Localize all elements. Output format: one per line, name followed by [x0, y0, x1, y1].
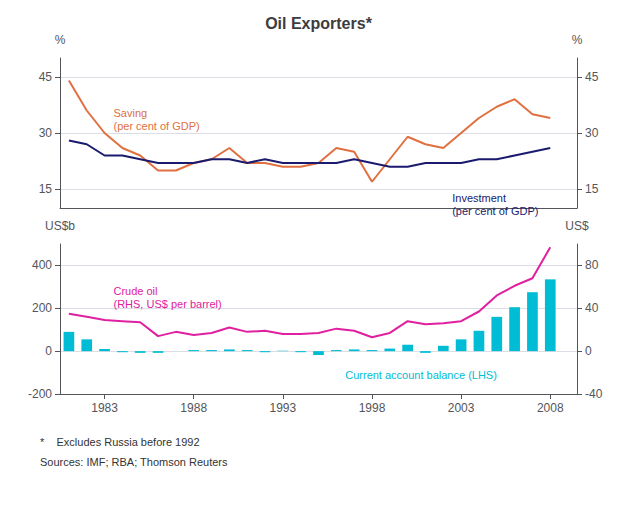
svg-text:(per cent of GDP): (per cent of GDP) [452, 205, 538, 217]
svg-text:1983: 1983 [91, 401, 118, 415]
svg-text:US$b: US$b [45, 219, 75, 233]
svg-text:1998: 1998 [359, 401, 386, 415]
svg-text:(per cent of GDP): (per cent of GDP) [113, 120, 199, 132]
svg-text:0: 0 [45, 344, 52, 358]
svg-text:%: % [55, 33, 66, 47]
svg-text:400: 400 [32, 258, 52, 272]
svg-text:2008: 2008 [537, 401, 564, 415]
svg-text:45: 45 [39, 70, 53, 84]
svg-text:Sources: IMF; RBA; Thomson Reu: Sources: IMF; RBA; Thomson Reuters [40, 456, 228, 468]
svg-text:Oil Exporters*: Oil Exporters* [265, 15, 372, 32]
svg-text:-200: -200 [28, 387, 52, 401]
svg-text:Saving: Saving [113, 107, 147, 119]
svg-text:200: 200 [32, 301, 52, 315]
svg-text:45: 45 [585, 70, 599, 84]
svg-text:15: 15 [585, 182, 599, 196]
svg-text:15: 15 [39, 182, 53, 196]
svg-text:US$: US$ [565, 219, 589, 233]
svg-text:30: 30 [39, 126, 53, 140]
svg-text:Crude oil: Crude oil [113, 285, 157, 297]
svg-text:%: % [572, 33, 583, 47]
svg-text:1993: 1993 [269, 401, 296, 415]
svg-text:1988: 1988 [180, 401, 207, 415]
svg-text:(RHS, US$ per barrel): (RHS, US$ per barrel) [113, 298, 221, 310]
svg-text:* Excludes Russia before 19: * Excludes Russia before 1992 [40, 436, 200, 448]
svg-text:Investment: Investment [452, 192, 506, 204]
svg-text:2003: 2003 [448, 401, 475, 415]
svg-text:-40: -40 [585, 387, 603, 401]
svg-text:Current account balance (LHS): Current account balance (LHS) [345, 369, 497, 381]
svg-text:30: 30 [585, 126, 599, 140]
svg-text:80: 80 [585, 258, 599, 272]
svg-text:40: 40 [585, 301, 599, 315]
svg-text:0: 0 [585, 344, 592, 358]
